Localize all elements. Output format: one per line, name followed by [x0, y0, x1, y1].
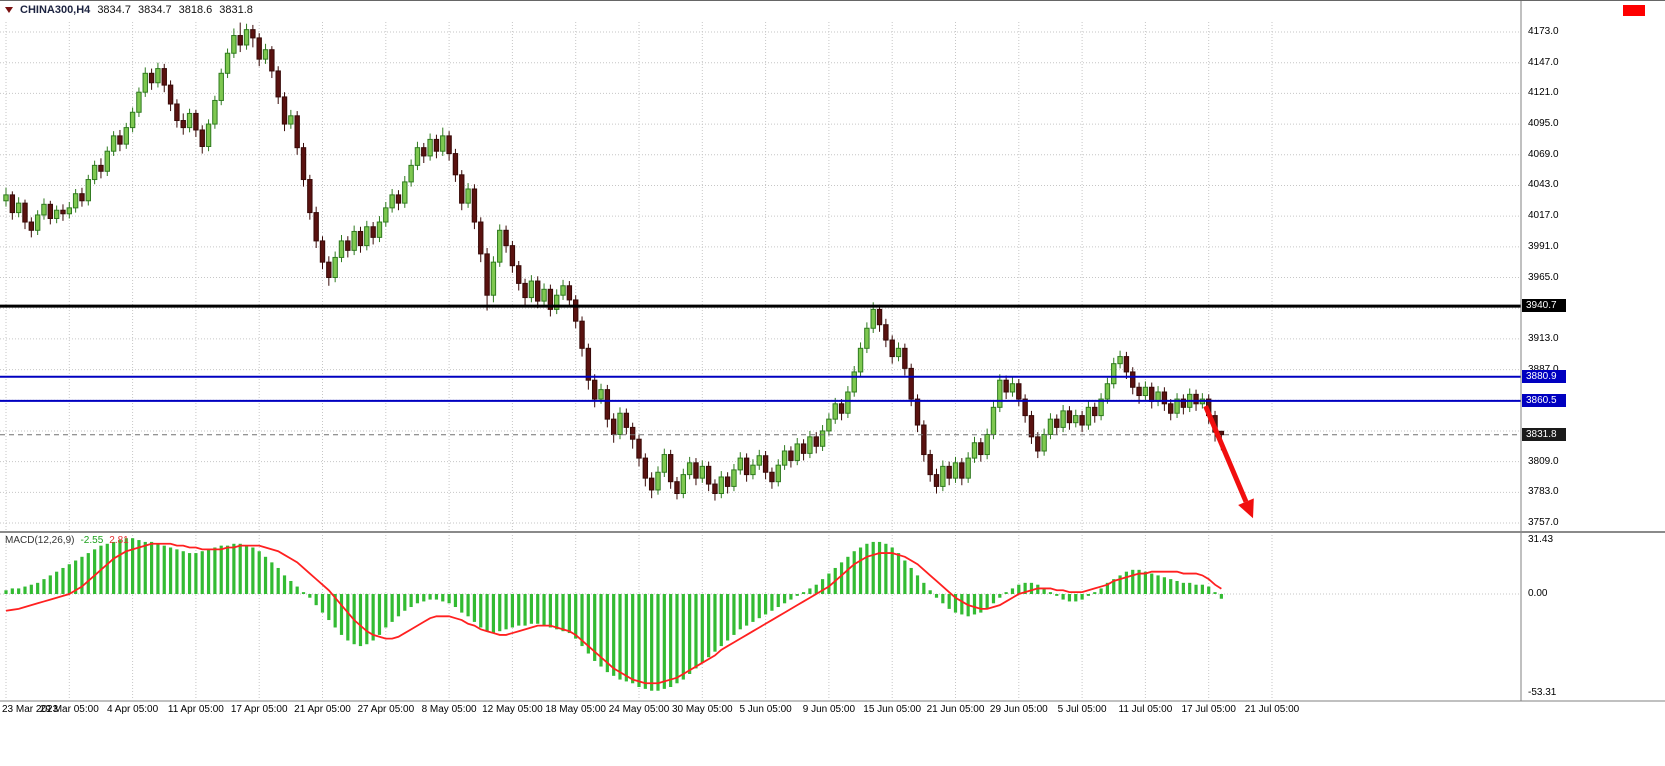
- panel-borders: [0, 1, 1665, 702]
- time-label: 21 Jul 05:00: [1244, 704, 1300, 715]
- time-label: 17 Jul 05:00: [1181, 704, 1236, 715]
- time-label: 5 Jun 05:00: [739, 704, 792, 715]
- price-label: 4173.0: [1528, 26, 1559, 37]
- macd-name: MACD(12,26,9): [5, 535, 75, 546]
- price-label: 3965.0: [1528, 271, 1559, 283]
- macd-scale-label: -53.31: [1528, 687, 1557, 699]
- candlesticks: [3, 22, 1225, 501]
- time-label: 30 May 05:00: [671, 704, 733, 715]
- price-badge-3831.8: 3831.8: [1522, 427, 1566, 441]
- price-label: 3809.0: [1528, 455, 1559, 467]
- symbol-timeframe: CHINA300,H4: [20, 4, 91, 16]
- time-axis[interactable]: 23 Mar 2023 29 Mar 05:00 4 Apr 05:00 11 Apr…: [0, 702, 1665, 720]
- price-label: 3991.0: [1528, 240, 1559, 252]
- time-label: 18 May 05:00: [545, 704, 606, 715]
- time-label: 17 Apr 05:00: [230, 704, 288, 715]
- price-label: 4095.0: [1528, 118, 1559, 130]
- quote-low: 3818.6: [178, 4, 213, 16]
- red-marker: [1623, 5, 1645, 16]
- price-badge-3860.5: 3860.5: [1522, 393, 1566, 407]
- time-label: 9 Jun 05:00: [802, 704, 856, 715]
- quote-header: CHINA300,H4 3834.7 3834.7 3818.6 3831.8: [5, 4, 253, 16]
- quote-close: 3831.8: [219, 4, 253, 16]
- price-label: 3783.0: [1528, 486, 1559, 498]
- time-label: 11 Apr 05:00: [167, 704, 224, 715]
- price-badge-3880.9: 3880.9: [1522, 369, 1566, 383]
- time-label: 8 May 05:00: [421, 704, 477, 715]
- time-label: 24 May 05:00: [608, 704, 670, 715]
- price-label: 4147.0: [1528, 56, 1559, 68]
- price-badge-3940.7: 3940.7: [1522, 299, 1566, 313]
- symbol-dropdown-icon[interactable]: [5, 7, 13, 13]
- time-label: 29 Jun 05:00: [989, 704, 1048, 715]
- macd-value: -2.55: [80, 535, 104, 546]
- time-label: 15 Jun 05:00: [863, 704, 922, 715]
- sell-arrow-annotation[interactable]: [1203, 405, 1254, 519]
- time-label: 27 Apr 05:00: [357, 704, 415, 715]
- time-label: 21 Jun 05:00: [926, 704, 985, 715]
- macd-plot: [4, 538, 1223, 691]
- time-label: 29 Mar 05:00: [39, 704, 99, 715]
- macd-scale-label: 31.43: [1528, 534, 1554, 545]
- macd-signal-value: 2.81: [109, 535, 129, 546]
- price-axis[interactable]: 4173.0 4147.0 4121.0 4095.0 4069.0 4043.0 4017…: [1522, 1, 1665, 701]
- time-label: 12 May 05:00: [482, 704, 543, 715]
- price-label: 3757.0: [1528, 517, 1559, 528]
- horizontal-level-lines[interactable]: [0, 304, 1521, 436]
- price-label: 4121.0: [1528, 87, 1559, 99]
- price-label: 3887.0: [1528, 364, 1559, 376]
- macd-scale-label: 0.00: [1528, 588, 1548, 599]
- price-label: 4069.0: [1528, 148, 1559, 160]
- time-label: 4 Apr 05:00: [107, 704, 159, 715]
- macd-signal-line: [5, 542, 1222, 685]
- quote-open: 3834.7: [97, 4, 131, 16]
- macd-indicator-label: MACD(12,26,9) -2.55 2.81: [5, 535, 129, 546]
- time-label: 5 Jul 05:00: [1057, 704, 1107, 715]
- time-label: 11 Jul 05:00: [1118, 704, 1173, 715]
- time-label: 21 Apr 05:00: [294, 704, 351, 715]
- quote-high: 3834.7: [137, 4, 172, 16]
- price-label: 4017.0: [1528, 210, 1559, 222]
- time-label: 23 Mar 2023: [2, 704, 59, 715]
- price-label: 4043.0: [1528, 179, 1559, 191]
- price-label: 3913.0: [1528, 332, 1559, 344]
